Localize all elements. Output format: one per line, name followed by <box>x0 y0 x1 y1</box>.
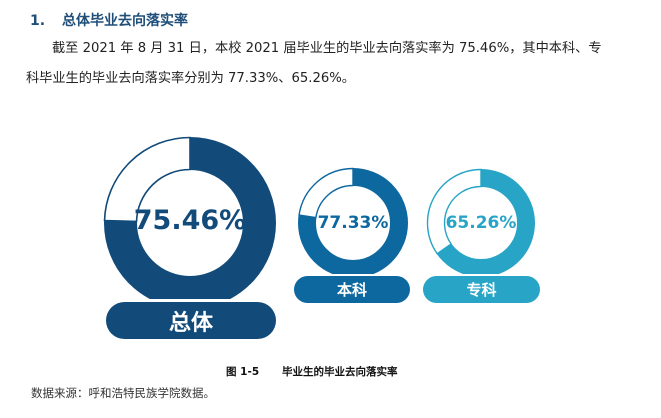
donut-junior <box>426 168 535 274</box>
label-pill-junior: 专科 <box>423 276 540 303</box>
paragraph-line-1: 截至 2021 年 8 月 31 日，本校 2021 届毕业生的毕业去向落实率为… <box>52 41 602 56</box>
figure-number: 图 1-5 <box>226 366 260 378</box>
donut-total <box>103 136 276 299</box>
section-heading: 1. 总体毕业去向落实率 <box>30 10 188 30</box>
section-number: 1. <box>30 13 46 29</box>
label-pill-undergrad: 本科 <box>294 276 410 303</box>
donut-undergrad-value: 77.33% <box>317 213 389 233</box>
section-title: 总体毕业去向落实率 <box>62 13 188 29</box>
donut-undergrad <box>298 167 408 274</box>
paragraph-line-2: 科毕业生的毕业去向落实率分别为 77.33%、65.26%。 <box>26 71 355 86</box>
figure-title: 毕业生的毕业去向落实率 <box>282 366 398 378</box>
label-pill-total: 总体 <box>106 302 276 339</box>
label-total: 总体 <box>168 310 213 336</box>
donut-junior-value: 65.26% <box>445 213 517 233</box>
label-junior: 专科 <box>466 281 497 299</box>
donut-total-value: 75.46% <box>133 205 247 236</box>
label-undergrad: 本科 <box>336 281 367 299</box>
figure-caption: 图 1-5 毕业生的毕业去向落实率 <box>226 364 398 379</box>
data-source-note: 数据来源：呼和浩特民族学院数据。 <box>31 386 215 400</box>
